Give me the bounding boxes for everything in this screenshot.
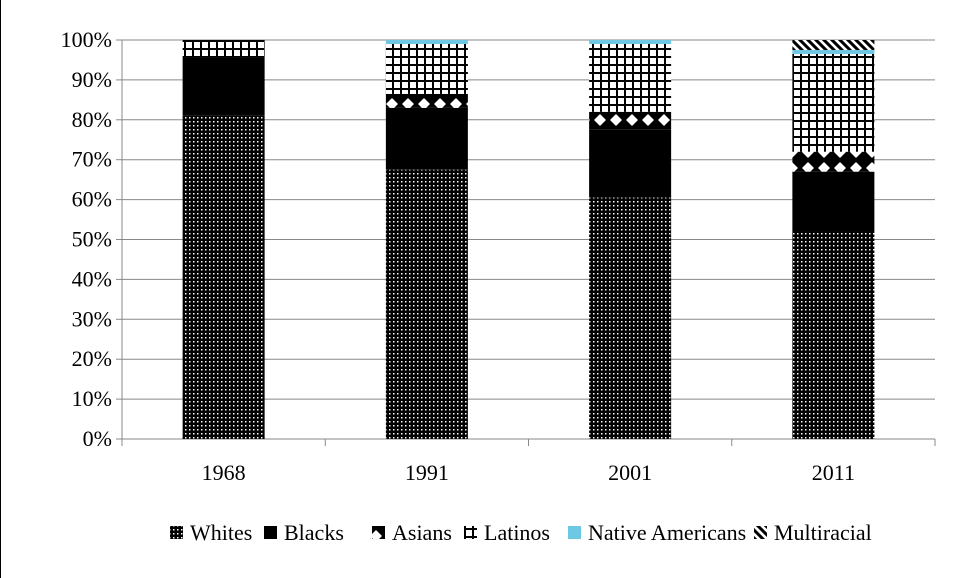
legend: Whites Blacks Asians Latinos Native American…: [170, 520, 872, 545]
bar-segment-asians: [589, 111, 672, 130]
x-tick-label: 1968: [202, 460, 246, 485]
y-tick-label: 0%: [83, 426, 112, 451]
y-tick-label: 40%: [72, 266, 112, 291]
bar-segment-blacks: [182, 57, 265, 116]
x-tick-label: 1991: [405, 460, 449, 485]
legend-label: Blacks: [284, 520, 344, 545]
bars: [182, 40, 875, 440]
bar-segment-whites: [182, 115, 265, 439]
legend-label: Native Americans: [588, 520, 746, 545]
bar-segment-whites: [385, 169, 468, 440]
legend-swatch-blacks: [264, 526, 277, 539]
x-tick-label: 2001: [608, 460, 652, 485]
y-tick-label: 70%: [72, 147, 112, 172]
legend-label: Latinos: [484, 520, 550, 545]
legend-swatch-asians: [372, 526, 385, 539]
y-tick-label: 80%: [72, 107, 112, 132]
y-tick-label: 20%: [72, 346, 112, 371]
legend-swatch-multiracial: [754, 526, 767, 539]
bar-segment-native-americans: [385, 40, 468, 44]
x-tick-label: 2011: [812, 460, 855, 485]
bar-segment-asians: [385, 93, 468, 108]
y-tick-label: 50%: [72, 227, 112, 252]
bar-segment-blacks: [589, 129, 672, 198]
bar-segment-latinos: [589, 43, 672, 112]
legend-swatch-latinos: [464, 526, 477, 539]
y-tick-label: 30%: [72, 306, 112, 331]
bar-segment-latinos: [385, 43, 468, 94]
y-tick-label: 60%: [72, 187, 112, 212]
legend-label: Asians: [392, 520, 452, 545]
tick-labels: 0% 10% 20% 30% 40% 50% 60% 70% 80% 90% 100% 1968 199…: [61, 27, 855, 485]
bar-segment-native-americans: [792, 49, 875, 54]
bar-segment-native-americans: [589, 40, 672, 44]
bar-segment-multiracial: [792, 40, 875, 50]
legend-label: Whites: [190, 520, 252, 545]
bar-segment-latinos: [792, 53, 875, 152]
legend-swatch-whites: [170, 526, 183, 539]
y-tick-label: 100%: [61, 27, 112, 52]
legend-label: Multiracial: [774, 520, 872, 545]
bar-segment-blacks: [385, 107, 468, 170]
bar-segment-asians: [792, 151, 875, 172]
bar-segment-blacks: [792, 171, 875, 232]
bar-segment-latinos: [182, 40, 265, 58]
legend-swatch-native-americans: [568, 526, 581, 539]
bar-segment-whites: [792, 231, 875, 439]
y-tick-label: 90%: [72, 67, 112, 92]
bar-segment-whites: [589, 197, 672, 439]
y-tick-label: 10%: [72, 386, 112, 411]
